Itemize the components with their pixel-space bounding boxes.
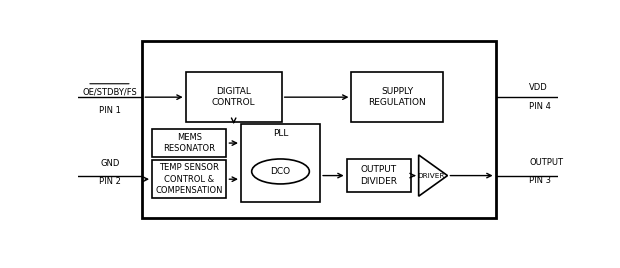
Bar — [185, 72, 281, 122]
Bar — [347, 159, 412, 192]
Text: VDD: VDD — [529, 83, 548, 92]
Text: DCO: DCO — [270, 167, 291, 176]
Bar — [152, 160, 226, 198]
Text: OUTPUT
DIVIDER: OUTPUT DIVIDER — [360, 165, 397, 186]
Text: PIN 2: PIN 2 — [99, 177, 121, 186]
Text: MEMS
RESONATOR: MEMS RESONATOR — [163, 133, 215, 153]
Text: TEMP SENSOR
CONTROL &
COMPENSATION: TEMP SENSOR CONTROL & COMPENSATION — [156, 163, 223, 195]
Text: GND: GND — [100, 159, 120, 168]
Text: DRIVER: DRIVER — [417, 173, 445, 178]
Text: PIN 4: PIN 4 — [529, 102, 551, 111]
Text: PIN 3: PIN 3 — [529, 176, 551, 185]
Text: PLL: PLL — [273, 129, 288, 138]
Bar — [152, 129, 226, 157]
Text: DIGITAL
CONTROL: DIGITAL CONTROL — [212, 87, 255, 107]
Text: PIN 1: PIN 1 — [99, 106, 121, 116]
Bar — [241, 124, 320, 202]
Polygon shape — [418, 155, 448, 196]
Bar — [352, 72, 443, 122]
Bar — [143, 42, 495, 218]
Text: SUPPLY
REGULATION: SUPPLY REGULATION — [368, 87, 426, 107]
Ellipse shape — [252, 159, 309, 184]
Text: OE/STDBY/FS: OE/STDBY/FS — [82, 87, 137, 96]
Text: OUTPUT: OUTPUT — [529, 158, 563, 167]
